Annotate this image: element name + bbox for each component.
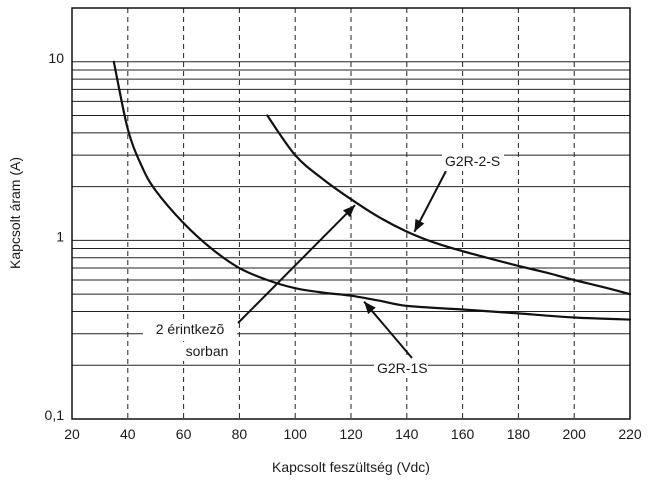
x-axis-label: Kapcsolt feszültség (Vdc): [272, 459, 430, 475]
x-tick-labels: 20 40 60 80 100 120 140 160 180 200 220: [64, 426, 642, 442]
x-tick-label: 40: [120, 426, 136, 442]
y-tick-label: 0,1: [45, 407, 65, 423]
x-tick-label: 100: [284, 426, 308, 442]
x-tick-label: 140: [395, 426, 419, 442]
y-axis-label: Kapcsolt áram (A): [7, 157, 23, 269]
annotation-arrowhead: [364, 301, 376, 315]
annotation-label-g2r-2-s-background: [442, 152, 504, 171]
x-tick-label: 80: [232, 426, 248, 442]
grid: [72, 8, 630, 419]
annotation-label-series-connection-background: [180, 342, 234, 361]
annotations: G2R-2-S G2R-1S 2 érintkezõ sorban: [143, 152, 504, 378]
x-tick-label: 160: [451, 426, 475, 442]
x-tick-label: 120: [339, 426, 363, 442]
series-line-g2r-1s: [112, 60, 632, 321]
x-tick-label: 20: [64, 426, 80, 442]
annotation-arrowhead: [342, 205, 355, 218]
curves: [112, 60, 632, 321]
x-tick-label: 180: [507, 426, 531, 442]
annotation-label-series-connection: sorban: [186, 343, 229, 359]
plot-frame: [71, 7, 631, 420]
annotation-label-contacts: 2 érintkezõ: [156, 321, 225, 337]
annotation-label-g2r-1s-background: [374, 359, 428, 378]
annotation-label-g2r-2-s: G2R-2-S: [445, 153, 500, 169]
y-tick-labels: 0,1 1 10: [45, 50, 65, 423]
y-tick-label: 1: [56, 228, 64, 244]
annotation-arrow-line: [237, 204, 356, 324]
annotation-arrowhead: [414, 218, 425, 232]
annotation-label-contacts-background: [143, 320, 237, 339]
x-tick-label: 60: [176, 426, 192, 442]
x-tick-label: 220: [618, 426, 642, 442]
annotation-arrow-line: [363, 301, 413, 359]
annotation-label-g2r-1s: G2R-1S: [377, 360, 428, 376]
x-tick-label: 200: [563, 426, 587, 442]
y-tick-label: 10: [48, 50, 64, 66]
series-line-g2r-2-s: [266, 114, 632, 296]
